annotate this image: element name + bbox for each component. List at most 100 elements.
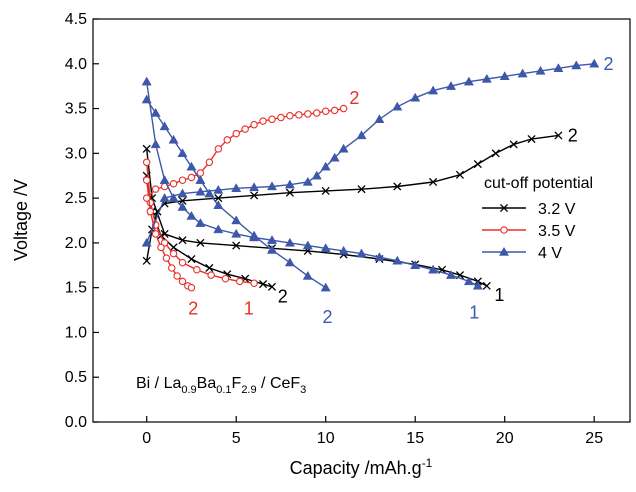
data-point (195, 218, 206, 227)
data-point (339, 104, 348, 113)
data-point (187, 254, 196, 264)
data-point (499, 71, 510, 81)
data-point (527, 134, 536, 144)
data-point (231, 228, 242, 238)
data-point (141, 76, 152, 86)
legend-marker (498, 246, 510, 256)
data-point (151, 230, 160, 238)
data-point (178, 258, 187, 267)
data-point (196, 238, 205, 247)
data-point (338, 143, 349, 153)
data-point (213, 200, 224, 209)
data-point (236, 277, 244, 286)
data-point (554, 131, 563, 140)
series-3-5-v-cycle-2-charge (142, 104, 348, 202)
cycle-label: 2 (188, 298, 198, 318)
x-tick-label: 15 (406, 430, 424, 447)
legend-marker (500, 226, 508, 234)
data-point (445, 270, 457, 279)
data-point (250, 191, 259, 200)
data-point (312, 109, 321, 117)
data-point (321, 186, 330, 196)
data-point (491, 149, 500, 158)
data-point (338, 245, 349, 255)
data-point (142, 144, 151, 153)
data-point (320, 243, 331, 252)
cycle-label: 2 (568, 125, 578, 145)
cycle-label: 2 (604, 54, 614, 74)
data-point (429, 177, 438, 187)
y-axis-ticks: 0.0 0.5 1.0 1.5 2.0 2.5 3.0 3.5 4.0 4.5 (65, 11, 99, 431)
data-point (428, 264, 439, 274)
data-point (374, 252, 385, 261)
data-point (178, 196, 187, 205)
data-point (285, 188, 294, 197)
data-point (213, 224, 224, 234)
data-point (232, 129, 240, 138)
series-3-2-v-cycle-2-charge (142, 131, 563, 265)
data-point (168, 193, 179, 202)
data-point (249, 182, 260, 192)
data-point (277, 113, 285, 122)
data-point (159, 121, 170, 131)
legend-entry: 3.2 V (482, 201, 576, 218)
data-point (186, 210, 197, 220)
data-point (204, 188, 215, 198)
data-point (463, 276, 474, 286)
legend-label: 4 V (538, 245, 562, 262)
data-point (472, 280, 483, 290)
data-point (177, 148, 188, 158)
x-axis-title-superscript: -1 (422, 456, 433, 470)
data-point (213, 184, 224, 194)
data-point (168, 134, 179, 144)
plot-frame (92, 18, 631, 423)
data-point (241, 125, 249, 133)
y-tick-label: 3.0 (65, 145, 87, 162)
data-point (266, 235, 278, 244)
series-4-v-cycle-1-discharge (141, 76, 483, 290)
legend: cut-off potential 3.2 V 3.5 V 4 V (482, 175, 593, 262)
data-point (284, 257, 295, 267)
data-point (221, 274, 230, 283)
data-point (178, 236, 187, 245)
data-point (177, 201, 188, 211)
data-point (482, 281, 491, 290)
data-point (187, 283, 196, 292)
legend-label: 3.2 V (538, 201, 576, 218)
data-point (232, 241, 241, 250)
data-point (249, 230, 260, 240)
data-point (173, 272, 181, 280)
data-point (195, 175, 206, 184)
series-3-5-v-cycle-1-discharge (142, 158, 258, 287)
data-point (392, 101, 403, 111)
data-point (321, 107, 330, 115)
data-point (517, 68, 528, 78)
data-point (284, 179, 295, 189)
data-point (455, 170, 465, 179)
data-point (302, 240, 313, 250)
data-point (195, 186, 206, 196)
legend-entry: 4 V (482, 245, 562, 262)
data-point (231, 215, 242, 225)
data-point (509, 140, 518, 149)
data-point (207, 271, 215, 279)
y-tick-label: 1.0 (65, 324, 87, 341)
cycle-label: 1 (469, 303, 479, 323)
cycle-label: 2 (349, 88, 359, 108)
data-point (146, 207, 155, 216)
data-point (553, 63, 564, 72)
data-point (445, 81, 457, 90)
data-point (250, 120, 258, 129)
y-tick-label: 4.5 (65, 11, 87, 28)
data-point (193, 266, 201, 274)
series-4-v-cycle-2-discharge (141, 94, 331, 292)
data-point (178, 176, 187, 184)
data-point (177, 188, 188, 198)
data-point (142, 176, 151, 184)
data-point (329, 152, 340, 162)
y-tick-label: 3.5 (65, 101, 87, 118)
data-point (286, 111, 294, 120)
data-point (142, 194, 151, 202)
